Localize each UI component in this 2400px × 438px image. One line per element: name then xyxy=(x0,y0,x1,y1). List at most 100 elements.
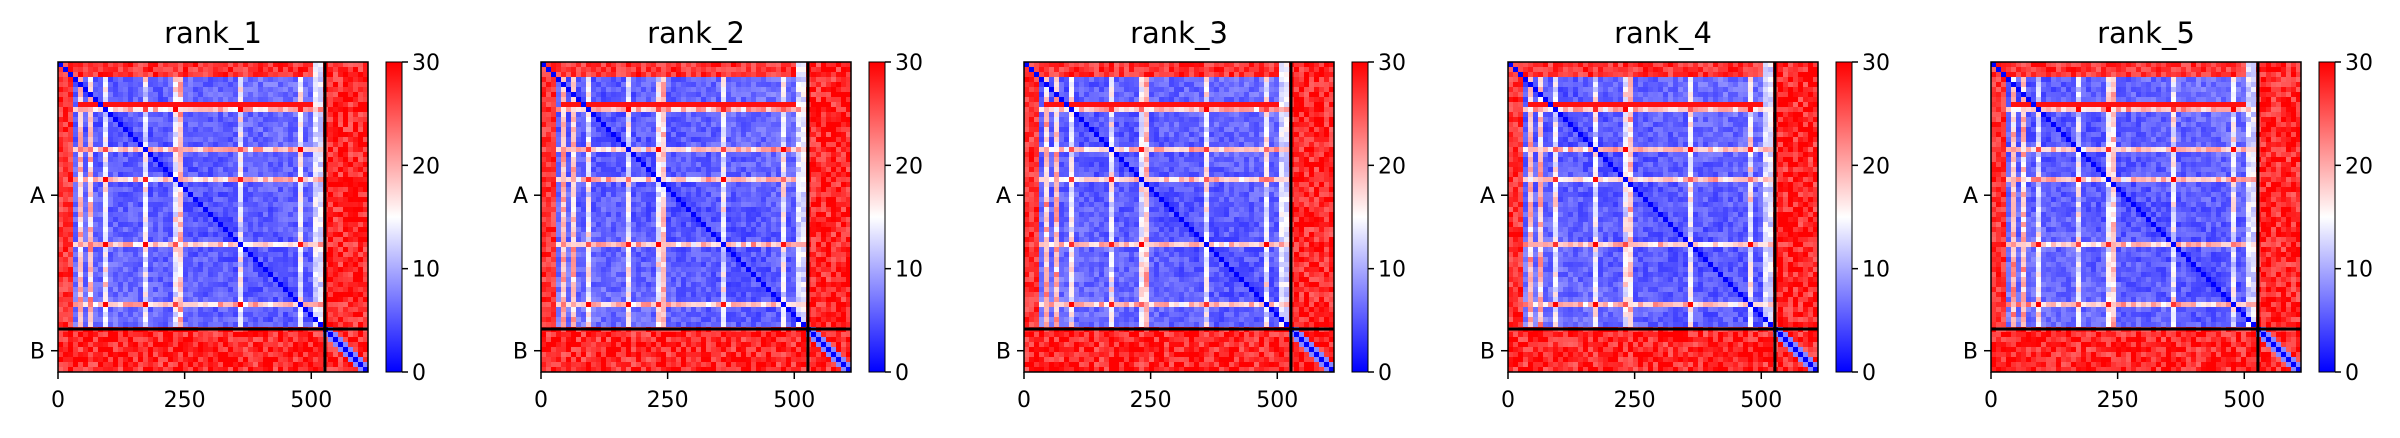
heatmap-cell xyxy=(213,172,218,177)
heatmap-cell xyxy=(318,167,323,172)
heatmap-cell xyxy=(73,67,78,72)
heatmap-cell xyxy=(143,97,148,102)
heatmap-cell xyxy=(118,97,123,102)
heatmap-cell xyxy=(68,182,73,187)
heatmap-cell xyxy=(58,157,63,162)
heatmap-cell xyxy=(268,92,273,97)
heatmap-cell xyxy=(68,212,73,217)
heatmap-cell xyxy=(128,197,133,202)
heatmap-cell xyxy=(313,142,318,147)
heatmap-cell xyxy=(338,162,343,167)
heatmap-cell xyxy=(93,217,98,222)
heatmap-cell xyxy=(143,122,148,127)
heatmap-cell xyxy=(163,212,168,217)
heatmap-cell xyxy=(193,212,198,217)
heatmap-cell xyxy=(303,152,308,157)
heatmap-cell xyxy=(148,187,153,192)
heatmap-cell xyxy=(358,137,363,142)
heatmap-cell xyxy=(198,172,203,177)
heatmap-cell xyxy=(313,92,318,97)
heatmap-cell xyxy=(278,137,283,142)
heatmap-cell xyxy=(133,182,138,187)
heatmap-cell xyxy=(153,82,158,87)
heatmap-cell xyxy=(108,122,113,127)
heatmap-cell xyxy=(128,142,133,147)
heatmap-cell xyxy=(243,127,248,132)
heatmap-cell xyxy=(258,162,263,167)
heatmap-cell xyxy=(353,207,358,212)
heatmap-cell xyxy=(168,212,173,217)
heatmap-cell xyxy=(228,82,233,87)
heatmap-cell xyxy=(63,147,68,152)
heatmap-cell xyxy=(83,147,88,152)
heatmap-cell xyxy=(73,187,78,192)
heatmap-cell xyxy=(248,177,253,182)
heatmap-cell xyxy=(118,182,123,187)
heatmap-cell xyxy=(343,187,348,192)
heatmap-cell xyxy=(278,192,283,197)
heatmap-cell xyxy=(113,87,118,92)
heatmap-cell xyxy=(188,157,193,162)
heatmap-cell xyxy=(143,82,148,87)
heatmap-cell xyxy=(278,132,283,137)
heatmap-cell xyxy=(293,67,298,72)
heatmap-cell xyxy=(308,137,313,142)
heatmap-cell xyxy=(343,97,348,102)
heatmap-cell xyxy=(108,92,113,97)
heatmap-cell xyxy=(108,192,113,197)
heatmap-cell xyxy=(93,107,98,112)
heatmap-cell xyxy=(248,142,253,147)
heatmap-cell xyxy=(338,137,343,142)
heatmap-cell xyxy=(183,92,188,97)
heatmap-cell xyxy=(153,172,158,177)
heatmap-cell xyxy=(158,167,163,172)
heatmap-cell xyxy=(263,157,268,162)
heatmap-cell xyxy=(63,82,68,87)
heatmap-cell xyxy=(313,67,318,72)
heatmap-cell xyxy=(133,207,138,212)
heatmap-cell xyxy=(58,162,63,167)
heatmap-cell xyxy=(278,107,283,112)
heatmap-cell xyxy=(333,182,338,187)
heatmap-cell xyxy=(318,117,323,122)
heatmap-cell xyxy=(343,112,348,117)
heatmap-cell xyxy=(158,137,163,142)
heatmap-cell xyxy=(103,147,108,152)
heatmap-cell xyxy=(233,162,238,167)
heatmap-cell xyxy=(358,192,363,197)
heatmap-cell xyxy=(253,207,258,212)
heatmap-cell xyxy=(193,127,198,132)
heatmap-cell xyxy=(148,207,153,212)
heatmap-cell xyxy=(73,142,78,147)
heatmap-cell xyxy=(203,102,208,107)
heatmap-cell xyxy=(313,152,318,157)
heatmap-cell xyxy=(228,162,233,167)
heatmap-cell xyxy=(163,137,168,142)
heatmap-cell xyxy=(128,172,133,177)
heatmap-cell xyxy=(328,117,333,122)
heatmap-cell xyxy=(213,182,218,187)
heatmap-cell xyxy=(178,152,183,157)
heatmap-cell xyxy=(103,152,108,157)
heatmap-cell xyxy=(158,117,163,122)
heatmap-cell xyxy=(98,177,103,182)
heatmap-cell xyxy=(348,92,353,97)
heatmap-cell xyxy=(278,102,283,107)
heatmap-cell xyxy=(173,67,178,72)
heatmap-cell xyxy=(98,167,103,172)
heatmap-cell xyxy=(73,152,78,157)
heatmap-cell xyxy=(333,82,338,87)
heatmap-cell xyxy=(258,157,263,162)
heatmap-cell xyxy=(103,167,108,172)
heatmap-cell xyxy=(253,147,258,152)
heatmap-cell xyxy=(243,97,248,102)
heatmap-cell xyxy=(348,102,353,107)
heatmap-cell xyxy=(193,117,198,122)
heatmap-cell xyxy=(213,117,218,122)
heatmap-cell xyxy=(268,192,273,197)
heatmap-cell xyxy=(248,117,253,122)
heatmap-cell xyxy=(163,107,168,112)
heatmap-cell xyxy=(343,202,348,207)
heatmap-cell xyxy=(288,132,293,137)
heatmap-cell xyxy=(263,112,268,117)
